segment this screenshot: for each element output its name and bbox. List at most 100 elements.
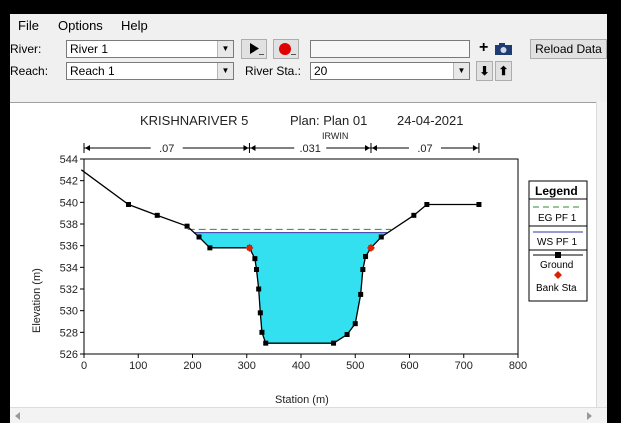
- plot-title-date: 24-04-2021: [397, 113, 464, 128]
- manning-n-label: .07: [417, 143, 432, 155]
- horizontal-scrollbar[interactable]: [10, 407, 607, 423]
- play-icon: [250, 43, 264, 55]
- y-tick-label: 542: [60, 176, 78, 188]
- ground-point: [196, 234, 202, 240]
- legend-eg-label: EG PF 1: [538, 213, 577, 224]
- river-sta-select[interactable]: 20 ▼: [310, 62, 470, 80]
- y-tick-label: 534: [60, 262, 78, 274]
- manning-n-label: .07: [159, 143, 174, 155]
- record-icon: [279, 43, 296, 55]
- x-tick-label: 400: [292, 360, 310, 372]
- water-area: [194, 232, 388, 344]
- y-tick-label: 540: [60, 197, 78, 209]
- legend-ws-label: WS PF 1: [537, 237, 577, 248]
- x-tick-label: 100: [129, 360, 147, 372]
- y-tick-label: 526: [60, 349, 78, 361]
- river-select[interactable]: River 1 ▼: [66, 40, 234, 58]
- ground-point: [252, 256, 258, 262]
- arrow-up-icon: ⬆: [498, 64, 509, 78]
- chevron-down-icon[interactable]: ▼: [217, 63, 233, 79]
- vertical-scrollbar[interactable]: [596, 102, 607, 407]
- legend: Legend EG PF 1 WS PF 1 Ground Bank Sta: [528, 180, 588, 302]
- add-icon[interactable]: +: [479, 39, 489, 56]
- ground-point: [125, 202, 131, 207]
- ground-point: [363, 254, 369, 259]
- ground-point: [424, 202, 430, 207]
- manning-label-bg: [150, 142, 183, 154]
- x-tick-label: 200: [183, 360, 201, 372]
- y-tick-label: 538: [60, 219, 78, 231]
- chevron-down-icon[interactable]: ▼: [217, 41, 233, 57]
- axes: 0 100 200 300 400 500 600 700 800 526 528 530 532 534…: [60, 154, 528, 372]
- legend-bank-label: Bank Sta: [536, 283, 577, 294]
- x-tick-label: 300: [238, 360, 256, 372]
- y-tick-label: 536: [60, 241, 78, 253]
- manning-arrow-right-icon: [243, 145, 249, 151]
- legend-bank-marker: [554, 271, 562, 279]
- arrow-down-icon: ⬇: [479, 64, 490, 78]
- manning-arrow-left-icon: [250, 145, 256, 151]
- x-tick-label: 800: [509, 360, 527, 372]
- chevron-down-icon[interactable]: ▼: [453, 63, 469, 79]
- scroll-left-icon[interactable]: [14, 412, 22, 420]
- reach-label: Reach:: [10, 64, 49, 78]
- ground-point: [360, 267, 366, 272]
- reach-select[interactable]: Reach 1 ▼: [66, 62, 234, 80]
- y-axis-label: Elevation (m): [31, 268, 43, 333]
- ground-point: [352, 321, 358, 327]
- manning-arrow-left-icon: [85, 145, 90, 151]
- river-sta-label: River Sta.:: [245, 64, 302, 78]
- camera-icon[interactable]: [494, 42, 514, 56]
- x-tick-label: 700: [455, 360, 473, 372]
- legend-ground-marker: [555, 252, 561, 258]
- y-tick-label: 530: [60, 306, 78, 318]
- scroll-right-icon[interactable]: [585, 412, 593, 420]
- y-tick-label: 544: [60, 154, 78, 166]
- legend-ground-label: Ground: [540, 260, 573, 271]
- ground-point: [256, 286, 262, 292]
- manning-arrow-right-icon: [472, 145, 478, 151]
- menu-options[interactable]: Options: [58, 18, 103, 33]
- legend-box: [528, 180, 588, 302]
- plot-subtitle: IRWIN: [322, 131, 348, 141]
- play-button[interactable]: [241, 39, 267, 59]
- x-tick-label: 600: [400, 360, 418, 372]
- profile-box[interactable]: [310, 40, 470, 58]
- plot-body: [80, 169, 482, 346]
- manning-arrow-right-icon: [364, 145, 370, 151]
- stop-button[interactable]: [273, 39, 299, 59]
- manning-n-label: .031: [300, 143, 321, 155]
- ground-point: [254, 267, 260, 272]
- down-arrow-button[interactable]: ⬇: [476, 61, 493, 81]
- x-tick-label: 500: [346, 360, 364, 372]
- ground-point: [257, 310, 263, 316]
- reload-data-button[interactable]: Reload Data: [530, 39, 607, 59]
- bank-station-marker: [366, 243, 375, 252]
- ground-point: [331, 340, 337, 346]
- manning-label-bg: [294, 142, 327, 154]
- bank-station-marker: [245, 243, 254, 252]
- menu-file[interactable]: File: [18, 18, 39, 33]
- ground-point: [476, 202, 482, 207]
- y-tick-label: 532: [60, 284, 78, 296]
- manning-bar: .07 .031 .07: [83, 142, 480, 155]
- up-arrow-button[interactable]: ⬆: [495, 61, 512, 81]
- x-axis-label: Station (m): [275, 394, 329, 406]
- ground-point: [411, 212, 417, 218]
- ground-point: [344, 332, 350, 337]
- app-window: File Options Help River: River 1 ▼ + Rel…: [10, 14, 607, 423]
- ground-point: [184, 223, 190, 229]
- menu-help[interactable]: Help: [121, 18, 148, 33]
- reach-select-value: Reach 1: [70, 64, 115, 78]
- plot-title-project: KRISHNARIVER 5: [140, 113, 248, 128]
- manning-arrow-left-icon: [371, 145, 377, 151]
- cross-section-chart: KRISHNARIVER 5 Plan: Plan 01 24-04-2021 …: [31, 113, 588, 406]
- legend-title: Legend: [535, 184, 578, 198]
- ground-point: [263, 340, 269, 346]
- y-tick-label: 528: [60, 327, 78, 339]
- plot-title-plan: Plan: Plan 01: [290, 113, 367, 128]
- plot-area: KRISHNARIVER 5 Plan: Plan 01 24-04-2021 …: [10, 102, 605, 408]
- ground-point: [259, 329, 265, 335]
- x-tick-label: 0: [81, 360, 87, 372]
- river-select-value: River 1: [70, 42, 109, 56]
